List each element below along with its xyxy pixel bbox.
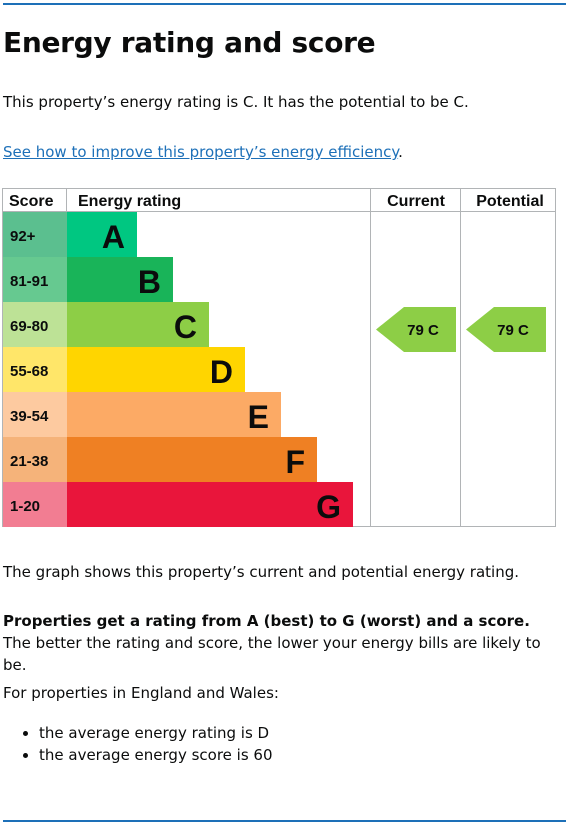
link-suffix: . xyxy=(398,143,403,161)
band-letter: F xyxy=(285,444,305,480)
list-item: the average energy rating is D xyxy=(39,722,273,744)
band-bar-d xyxy=(67,347,245,392)
potential-arrow xyxy=(466,307,546,352)
england-wales-lead: For properties in England and Wales: xyxy=(3,684,279,702)
chart-headers: Score Energy rating Current Potential xyxy=(9,193,544,210)
band-range-cell xyxy=(3,212,67,257)
band-letter: A xyxy=(102,219,125,255)
band-range-cell xyxy=(3,482,67,527)
rating-explanation: Properties get a rating from A (best) to… xyxy=(3,610,558,676)
band-letter: E xyxy=(248,399,269,435)
band-range-label: 39-54 xyxy=(10,408,49,425)
band-range-label: 21-38 xyxy=(10,453,48,470)
band-bar-g xyxy=(67,482,353,527)
band-range-label: 69-80 xyxy=(10,318,48,335)
band-range-label: 1-20 xyxy=(10,498,40,515)
rating-explanation-rest: The better the rating and score, the low… xyxy=(3,634,541,674)
band-range-cell xyxy=(3,437,67,482)
band-bar-c xyxy=(67,302,209,347)
improve-link-paragraph: See how to improve this property’s energ… xyxy=(3,141,558,163)
current-header: Current xyxy=(387,193,445,210)
page-title: Energy rating and score xyxy=(3,26,376,59)
energy-rating-chart: Score Energy rating Current Potential 92… xyxy=(2,188,556,527)
band-letter: B xyxy=(138,264,161,300)
potential-arrow-label: 79 C xyxy=(497,322,529,339)
band-letter: G xyxy=(316,489,341,525)
energy-rating-header: Energy rating xyxy=(78,193,181,210)
averages-list: the average energy rating is D the avera… xyxy=(3,722,273,766)
band-range-cell xyxy=(3,257,67,302)
top-rule xyxy=(3,3,566,5)
current-arrow-label: 79 C xyxy=(407,322,439,339)
graph-description: The graph shows this property’s current … xyxy=(3,563,519,581)
band-bar-b xyxy=(67,257,173,302)
band-range-cell xyxy=(3,347,67,392)
bottom-rule xyxy=(3,820,566,822)
band-letter: D xyxy=(210,354,233,390)
band-bar-a xyxy=(67,212,137,257)
band-range-cell xyxy=(3,392,67,437)
band-bar-f xyxy=(67,437,317,482)
rating-bands: 92+ A 81-91 B 69-80 C 55-68 D 39-54 E 21-38 F 1-20 G xyxy=(3,212,353,527)
rating-arrows: 79 C 79 C xyxy=(376,307,546,352)
band-letter: C xyxy=(174,309,197,345)
current-arrow xyxy=(376,307,456,352)
rating-explanation-bold: Properties get a rating from A (best) to… xyxy=(3,612,530,630)
list-item: the average energy score is 60 xyxy=(39,744,273,766)
band-range-label: 81-91 xyxy=(10,273,48,290)
potential-header: Potential xyxy=(476,193,544,210)
band-range-cell xyxy=(3,302,67,347)
band-range-label: 92+ xyxy=(10,228,36,245)
band-bar-e xyxy=(67,392,281,437)
score-header: Score xyxy=(9,193,54,210)
improve-efficiency-link[interactable]: See how to improve this property’s energ… xyxy=(3,143,399,161)
band-range-label: 55-68 xyxy=(10,363,48,380)
rating-summary: This property’s energy rating is C. It h… xyxy=(3,93,469,111)
